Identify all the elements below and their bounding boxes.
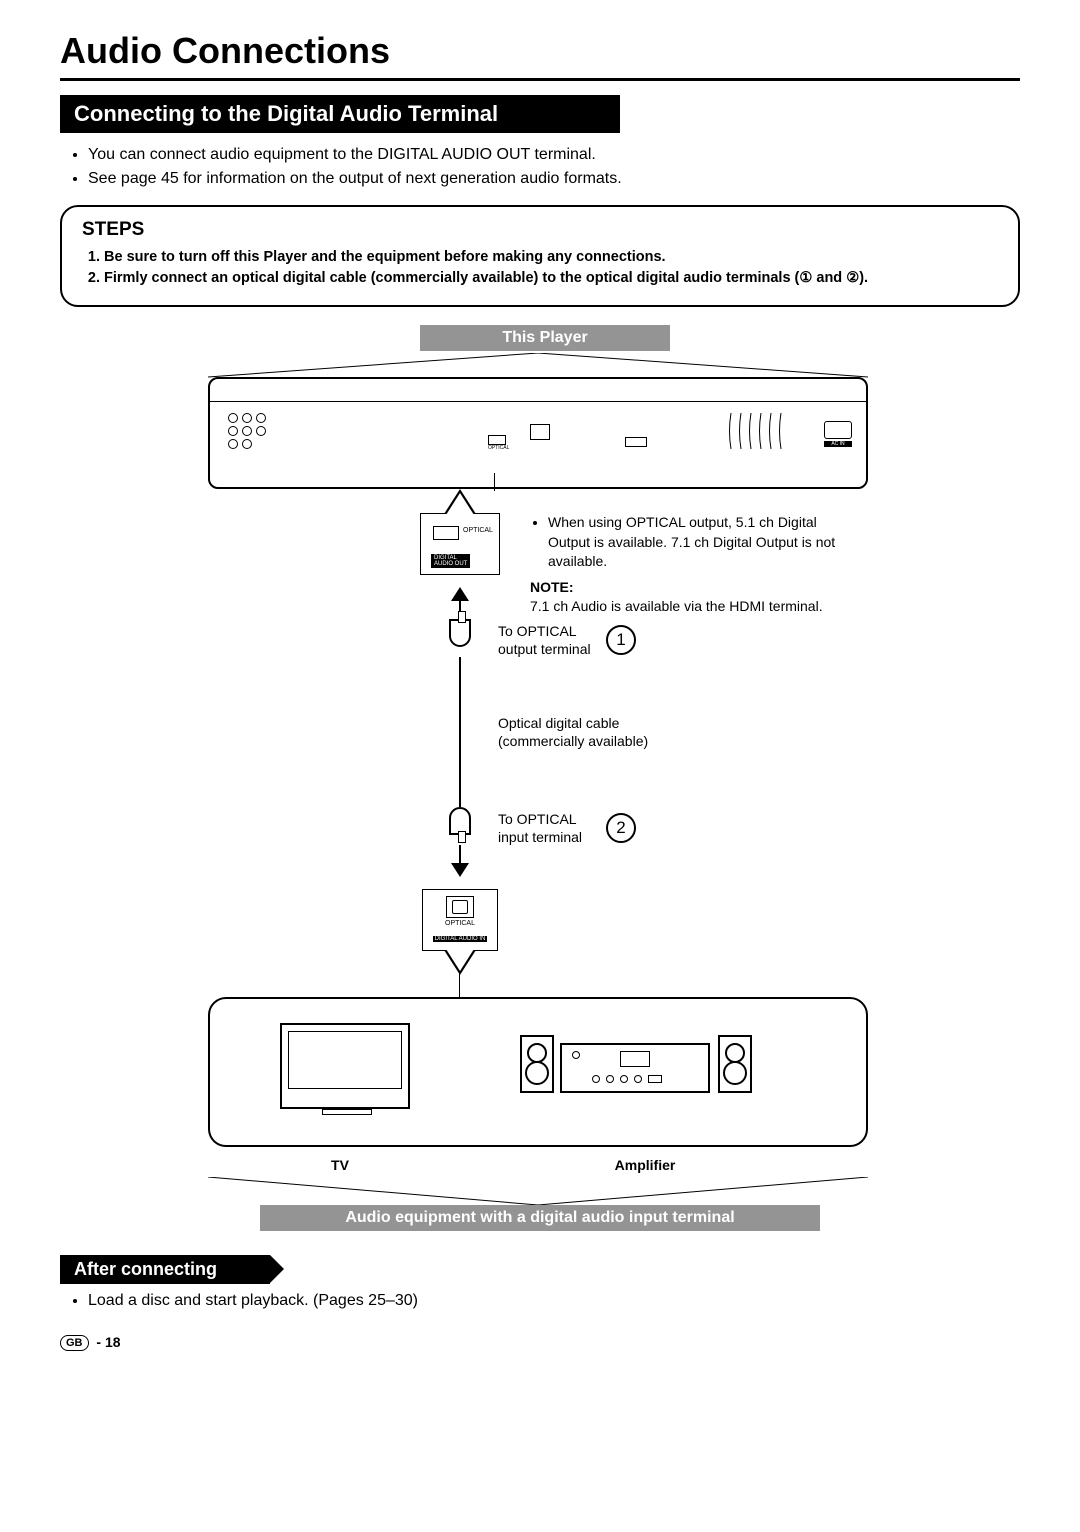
page-title: Audio Connections <box>60 30 1020 72</box>
optical-plug-top-icon <box>449 619 471 647</box>
intro-item: See page 45 for information on the outpu… <box>88 167 1020 191</box>
connector1-label: To OPTICAL output terminal <box>498 623 591 658</box>
steps-box: STEPS Be sure to turn off this Player an… <box>60 205 1020 307</box>
section-heading: Connecting to the Digital Audio Terminal <box>60 95 620 133</box>
optical-in-callout: OPTICAL DIGITAL AUDIO IN <box>422 889 498 951</box>
after-item: Load a disc and start playback. (Pages 2… <box>88 1292 1020 1310</box>
bottom-leader-lines <box>208 1177 868 1207</box>
title-rule <box>60 78 1020 81</box>
connector2-label: To OPTICAL input terminal <box>498 811 582 846</box>
note-heading: NOTE: <box>530 578 860 598</box>
step-item: Firmly connect an optical digital cable … <box>104 268 998 289</box>
circled-2: 2 <box>606 813 636 843</box>
speaker-right-icon <box>718 1035 752 1093</box>
intro-item: You can connect audio equipment to the D… <box>88 143 1020 167</box>
player-rear-panel: OPTICAL AC IN <box>208 377 868 489</box>
amplifier-label: Amplifier <box>600 1157 690 1173</box>
leader-lines <box>208 353 868 379</box>
steps-heading: STEPS <box>82 219 998 241</box>
optical-plug-bottom-icon <box>449 807 471 835</box>
note-block: When using OPTICAL output, 5.1 ch Digita… <box>530 513 860 617</box>
cable-label: Optical digital cable (commercially avai… <box>498 715 648 750</box>
speaker-left-icon <box>520 1035 554 1093</box>
region-badge: GB <box>60 1335 89 1351</box>
page-number: 18 <box>105 1334 121 1350</box>
note-text: 7.1 ch Audio is available via the HDMI t… <box>530 597 860 617</box>
after-list: Load a disc and start playback. (Pages 2… <box>60 1292 1020 1310</box>
connection-diagram: This Player OPTI <box>150 325 930 1245</box>
audio-equipment-box <box>208 997 868 1147</box>
steps-list: Be sure to turn off this Player and the … <box>82 247 998 289</box>
optical-port-callout: OPTICAL DIGITALAUDIO OUT <box>420 513 500 575</box>
player-label-bar: This Player <box>420 325 670 351</box>
optical-in-label: OPTICAL <box>423 920 497 927</box>
intro-list: You can connect audio equipment to the D… <box>60 143 1020 191</box>
amplifier-icon <box>560 1043 710 1093</box>
equipment-label-bar: Audio equipment with a digital audio inp… <box>260 1205 820 1231</box>
optical-label: OPTICAL <box>463 527 493 534</box>
after-connecting-bar: After connecting <box>60 1255 270 1284</box>
page-footer: GB - 18 <box>60 1334 1020 1351</box>
note-bullet: When using OPTICAL output, 5.1 ch Digita… <box>548 513 860 572</box>
step-item: Be sure to turn off this Player and the … <box>104 247 998 268</box>
after-connecting-heading: After connecting <box>60 1255 270 1284</box>
tv-label: TV <box>310 1157 370 1173</box>
circled-1: 1 <box>606 625 636 655</box>
tv-icon <box>280 1023 410 1109</box>
digital-audio-out-label: DIGITALAUDIO OUT <box>431 554 470 568</box>
digital-audio-in-label: DIGITAL AUDIO IN <box>433 936 488 942</box>
